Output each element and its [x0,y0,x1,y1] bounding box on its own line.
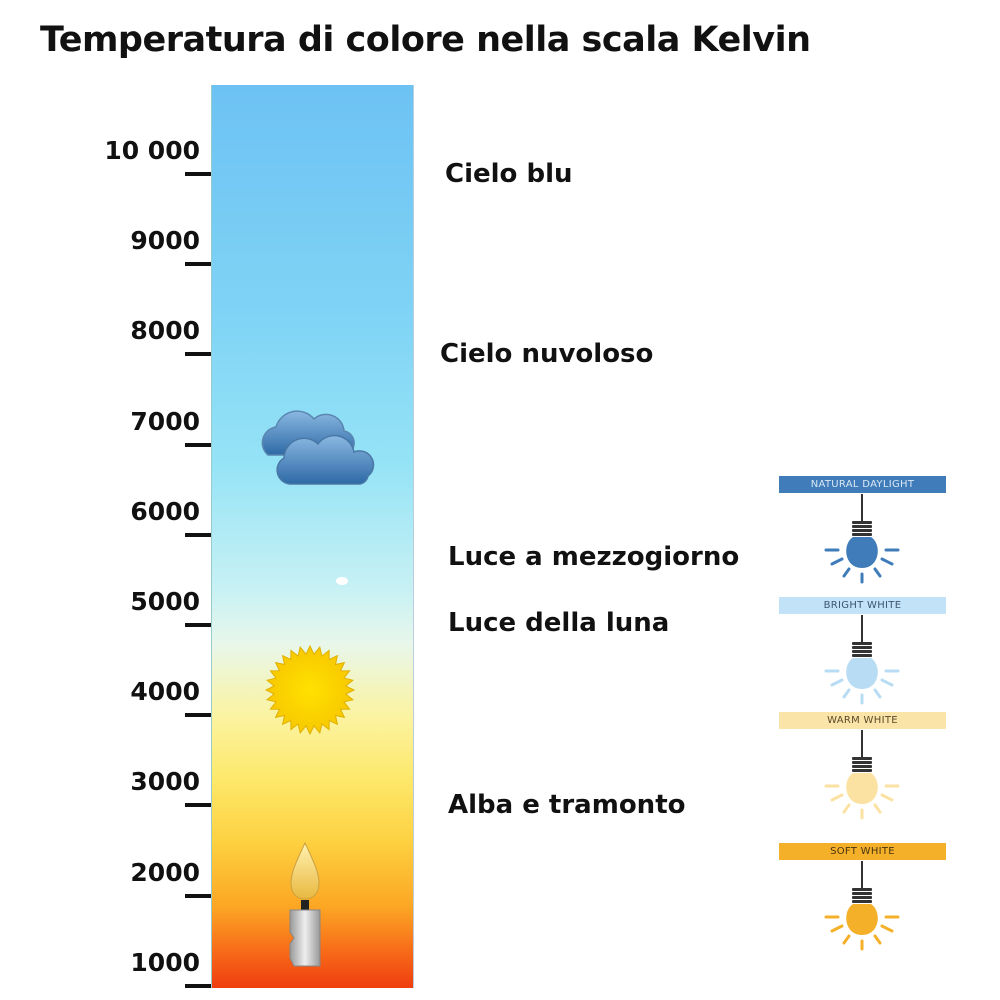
tick-mark [185,893,211,898]
tick-mark [185,532,211,537]
light-bulb-icon [824,615,900,705]
candle-icon [289,841,321,967]
tick-label: 3000 [130,767,200,797]
cloud-icon [261,410,375,485]
sun-icon [264,644,356,736]
tick-label: 9000 [130,226,200,256]
page-title: Temperatura di colore nella scala Kelvin [40,20,811,60]
tick-label: 1000 [130,947,200,977]
tick-label: 5000 [130,587,200,616]
tick-mark [185,172,211,176]
bulb-label: SOFT WHITE [779,843,946,860]
light-bulb-icon [824,861,900,951]
description-label: Alba e tramonto [448,789,686,820]
kelvin-gradient-bar [211,85,414,988]
tick-mark [185,352,211,357]
bulb-label: NATURAL DAYLIGHT [779,476,946,493]
moon-dot-icon [336,577,348,585]
tick-mark [185,442,211,447]
bulb-label: BRIGHT WHITE [779,597,946,614]
description-label: Cielo blu [445,158,573,189]
bulb-label: WARM WHITE [779,712,946,729]
tick-label: 10 000 [104,136,200,165]
tick-mark [185,803,211,808]
light-bulb-icon [824,730,900,820]
description-label: Luce a mezzogiorno [448,541,740,572]
light-bulb-icon [824,494,900,584]
tick-mark [185,623,211,627]
tick-mark [185,713,211,718]
tick-mark [185,983,211,988]
tick-label: 6000 [130,496,200,526]
tick-label: 2000 [130,857,200,887]
description-label: Cielo nuvoloso [440,338,654,369]
tick-mark [185,262,211,267]
tick-label: 7000 [130,406,200,436]
tick-label: 8000 [130,316,200,346]
description-label: Luce della luna [448,607,670,638]
tick-label: 4000 [130,677,200,707]
